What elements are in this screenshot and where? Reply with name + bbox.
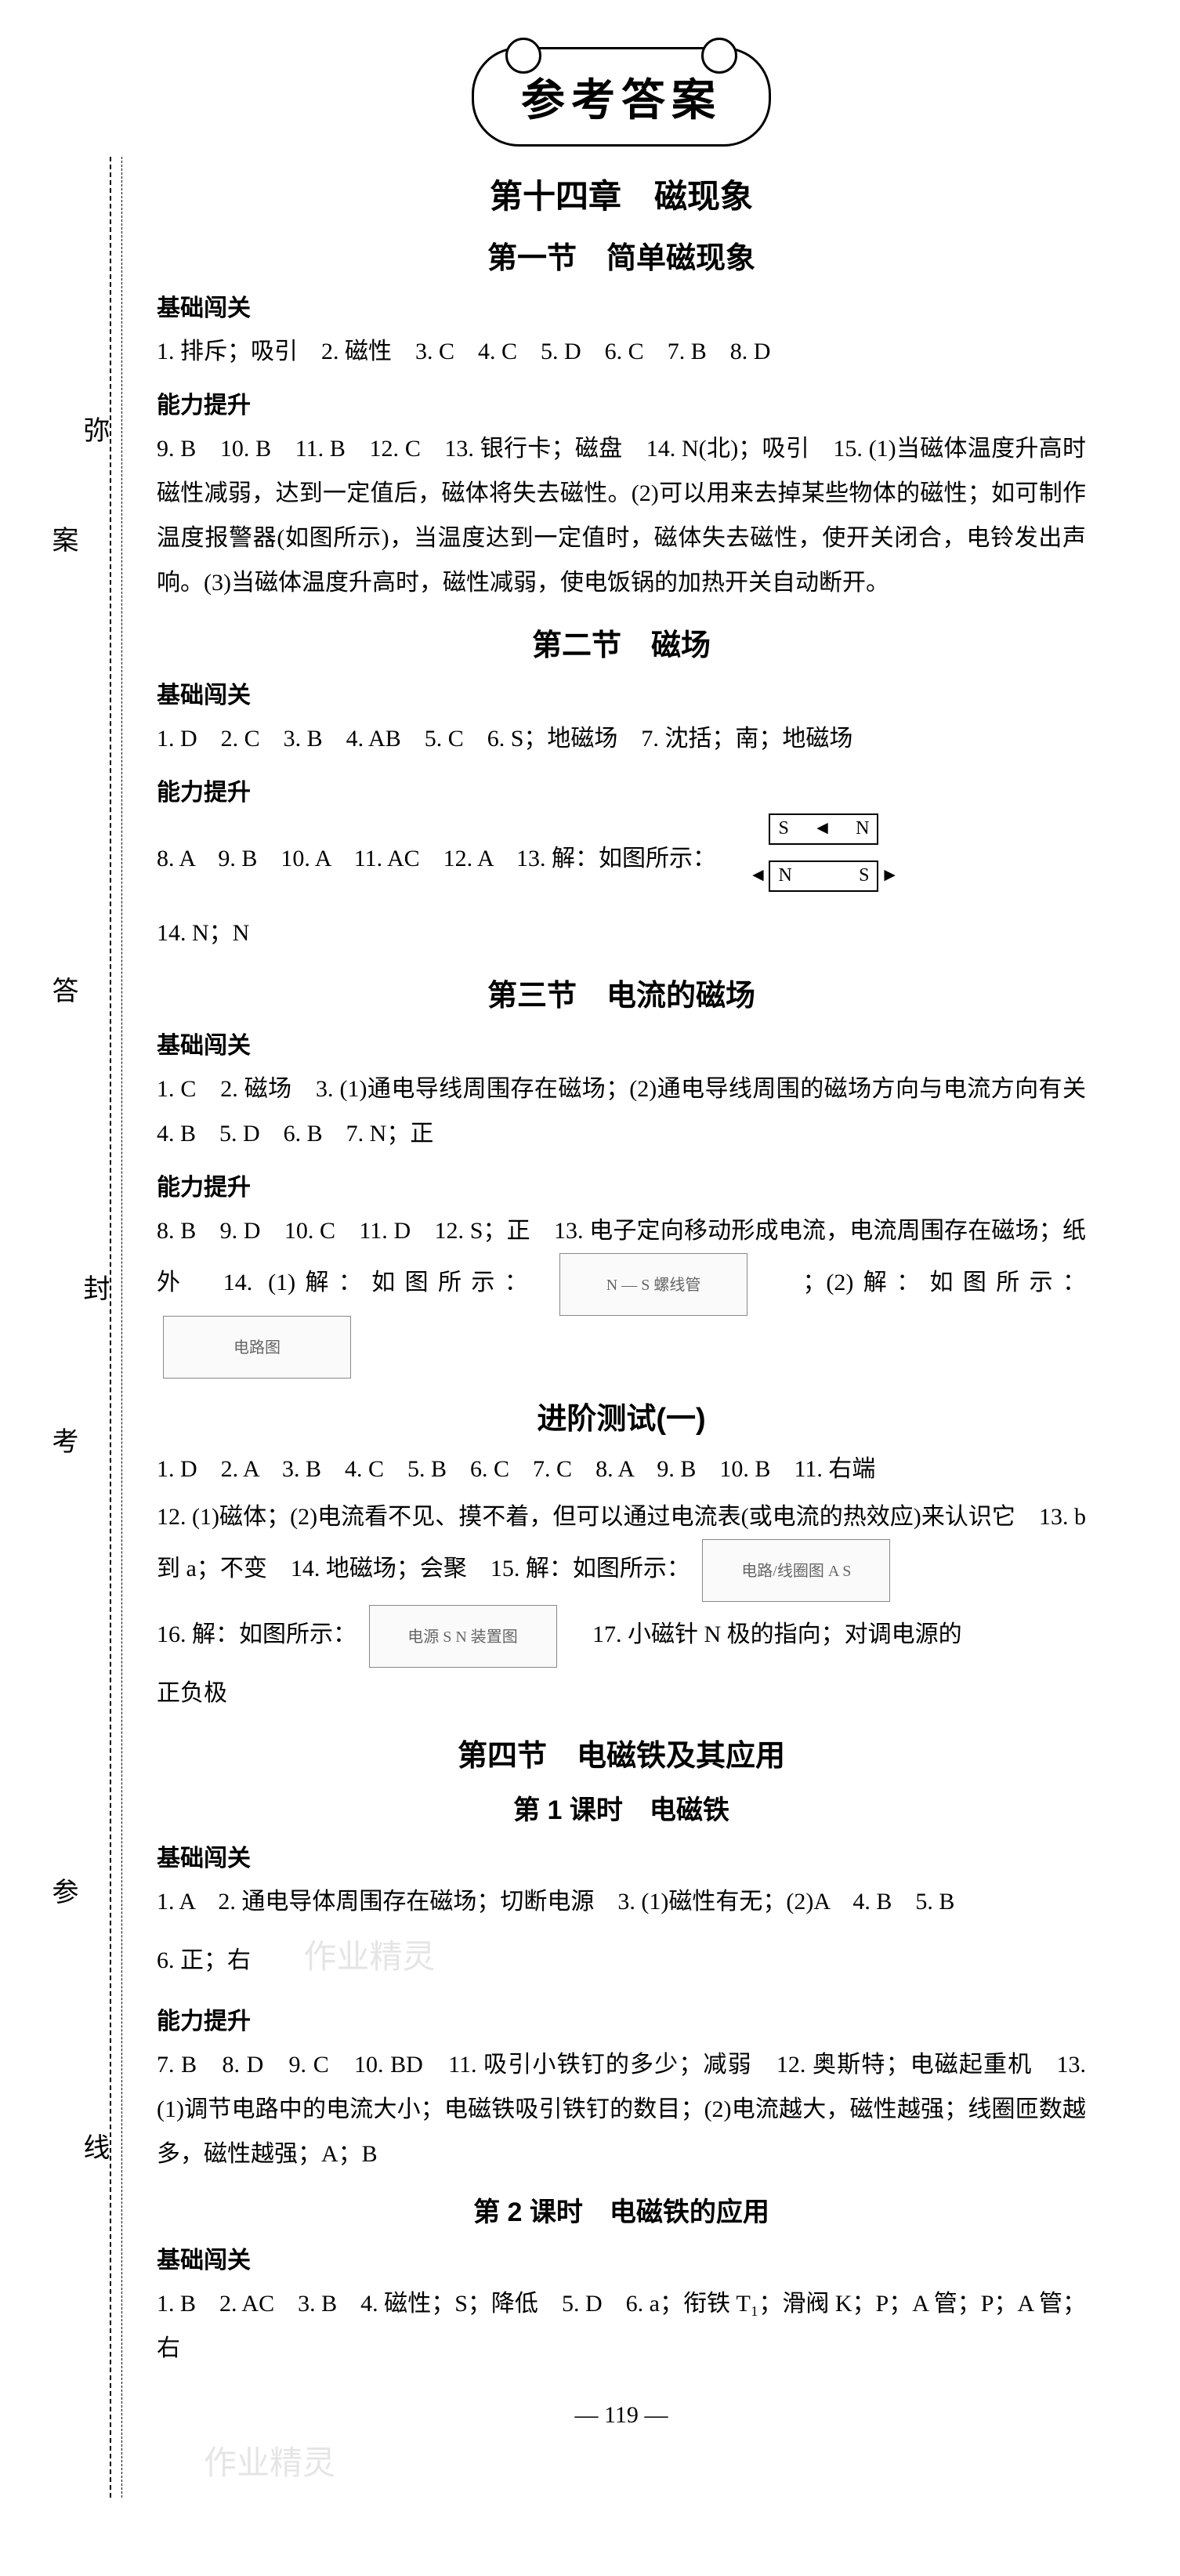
compass-diagram: S ◄ N ◄ N S ► bbox=[737, 813, 910, 908]
pole-label: N bbox=[778, 858, 791, 894]
arrow-shape: ◄ bbox=[813, 811, 832, 847]
circuit-diagram: 电路图 bbox=[163, 1316, 351, 1379]
answer-text: 1. B 2. AC 3. B 4. 磁性；S；降低 5. D 6. a；衔铁 … bbox=[157, 2281, 1086, 2371]
binding-char: 参 bbox=[43, 1878, 81, 1904]
answer-text: 7. B 8. D 9. C 10. BD 11. 吸引小铁钉的多少；减弱 12… bbox=[157, 2042, 1086, 2176]
device-diagram-16: 电源 S N 装置图 bbox=[369, 1605, 557, 1668]
section-title: 第四节 电磁铁及其应用 bbox=[157, 1731, 1086, 1774]
binding-dashed-line-inner bbox=[121, 157, 122, 2498]
pole-label: N bbox=[856, 811, 869, 847]
group-label: 基础闯关 bbox=[157, 288, 1086, 323]
group-label: 能力提升 bbox=[157, 2002, 1086, 2036]
arrow-shape: ► bbox=[881, 858, 899, 894]
subsection-title: 第 2 课时 电磁铁的应用 bbox=[157, 2190, 1086, 2229]
answer-text: 1. 排斥；吸引 2. 磁性 3. C 4. C 5. D 6. C 7. B … bbox=[157, 329, 1086, 374]
answer-span-16-prefix: 16. 解：如图所示： bbox=[157, 1621, 357, 1647]
section-title: 第一节 简单磁现象 bbox=[157, 234, 1086, 277]
group-label: 能力提升 bbox=[157, 386, 1086, 420]
circuit-diagram-15: 电路/线圈图 A S bbox=[702, 1539, 890, 1602]
answer-text: 1. C 2. 磁场 3. (1)通电导线周围存在磁场；(2)通电导线周围的磁场… bbox=[157, 1067, 1086, 1156]
answer-span: 8. A 9. B 10. A 11. AC 12. A 13. 解：如图所示： bbox=[157, 846, 716, 871]
page-number-dash: — bbox=[575, 2402, 605, 2428]
section-title: 第三节 电流的磁场 bbox=[157, 971, 1086, 1014]
pole-label: S bbox=[859, 858, 869, 894]
answer-text: 8. B 9. D 10. C 11. D 12. S；正 13. 电子定向移动… bbox=[157, 1208, 1086, 1379]
answer-span: ；(2)解：如图所示： bbox=[769, 1270, 1086, 1295]
chapter-title: 第十四章 磁现象 bbox=[157, 170, 1086, 218]
answer-text: 16. 解：如图所示： 电源 S N 装置图 17. 小磁针 N 极的指向；对调… bbox=[157, 1605, 1086, 1668]
answer-text: 正负极 bbox=[157, 1671, 1086, 1716]
footer-watermark: 作业精灵 bbox=[204, 2437, 1086, 2484]
section-title: 进阶测试(一) bbox=[157, 1394, 1086, 1437]
arrow-shape: ◄ bbox=[748, 858, 767, 894]
page-container: 弥 封 线 案 答 考 参 参考答案 第十四章 磁现象 第一节 简单磁现象 基础… bbox=[0, 0, 1180, 2576]
answer-text: 9. B 10. B 11. B 12. C 13. 银行卡；磁盘 14. N(… bbox=[157, 426, 1086, 605]
page-number-value: 119 bbox=[604, 2402, 639, 2428]
binding-char: 案 bbox=[43, 526, 81, 553]
binding-outer-labels: 案 答 考 参 bbox=[43, 313, 81, 2117]
page-number: — 119 — bbox=[157, 2402, 1086, 2429]
answer-span: 6. 正；右 bbox=[157, 1947, 251, 1973]
page-number-dash: — bbox=[644, 2402, 668, 2428]
answer-text: 8. A 9. B 10. A 11. AC 12. A 13. 解：如图所示：… bbox=[157, 813, 1086, 908]
answer-span: 12. (1)磁体；(2)电流看不见、摸不着，但可以通过电流表(或电流的热效应)… bbox=[157, 1504, 1086, 1581]
group-label: 基础闯关 bbox=[157, 1839, 1086, 1873]
watermark-text: 作业精灵 bbox=[304, 1940, 436, 1976]
binding-char: 线 bbox=[74, 2133, 113, 2160]
answer-text: 12. (1)磁体；(2)电流看不见、摸不着，但可以通过电流表(或电流的热效应)… bbox=[157, 1495, 1086, 1602]
group-label: 能力提升 bbox=[157, 773, 1086, 807]
answer-text: 14. N；N bbox=[157, 911, 1086, 955]
title-cloud: 参考答案 bbox=[472, 47, 771, 147]
solenoid-diagram: N — S 螺线管 bbox=[559, 1253, 747, 1316]
group-label: 基础闯关 bbox=[157, 676, 1086, 710]
answer-text: 1. D 2. A 3. B 4. C 5. B 6. C 7. C 8. A … bbox=[157, 1447, 1086, 1491]
group-label: 基础闯关 bbox=[157, 1026, 1086, 1060]
title-banner: 参考答案 bbox=[157, 47, 1086, 147]
answer-text: 6. 正；右 作业精灵 bbox=[157, 1927, 1086, 1990]
compass-top-bar: S ◄ N bbox=[769, 813, 878, 845]
binding-char: 答 bbox=[43, 976, 81, 1003]
subsection-title: 第 1 课时 电磁铁 bbox=[157, 1788, 1086, 1827]
section-title: 第二节 磁场 bbox=[157, 621, 1086, 664]
answer-text: 1. D 2. C 3. B 4. AB 5. C 6. S；地磁场 7. 沈括… bbox=[157, 716, 1086, 761]
pole-label: S bbox=[778, 811, 788, 847]
compass-bottom-bar: ◄ N S ► bbox=[769, 860, 878, 892]
answer-text: 1. A 2. 通电导体周围存在磁场；切断电源 3. (1)磁性有无；(2)A … bbox=[157, 1879, 1086, 1924]
binding-char: 考 bbox=[43, 1427, 81, 1454]
group-label: 能力提升 bbox=[157, 1168, 1086, 1202]
group-label: 基础闯关 bbox=[157, 2241, 1086, 2275]
answer-span-17: 17. 小磁针 N 极的指向；对调电源的 bbox=[569, 1621, 962, 1647]
